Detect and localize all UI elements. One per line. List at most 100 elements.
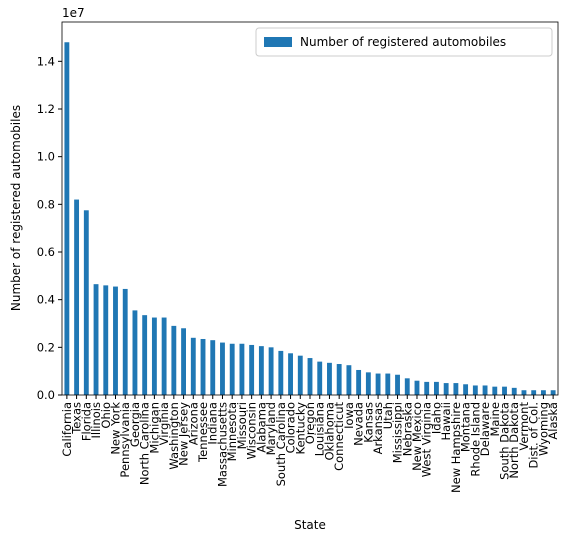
bar xyxy=(443,383,449,395)
x-tick-label: Arkansas xyxy=(371,402,385,454)
bar xyxy=(161,317,167,395)
axes-frame xyxy=(61,21,559,396)
x-tick-label: South Dakota xyxy=(498,402,512,480)
x-tick-label: Virginia xyxy=(157,402,171,445)
bar xyxy=(356,369,362,395)
bar xyxy=(210,340,216,395)
bar xyxy=(365,372,371,395)
bar xyxy=(472,385,478,395)
bar xyxy=(181,328,186,395)
x-tick-label: Texas xyxy=(70,402,84,435)
bar xyxy=(113,286,118,395)
bar xyxy=(550,390,556,395)
x-axis-label: State xyxy=(294,518,326,532)
bar xyxy=(122,288,128,395)
bar xyxy=(297,355,303,395)
x-tick-label: Utah xyxy=(381,402,395,429)
x-tick-label: North Dakota xyxy=(507,402,521,479)
x-tick-label: Ohio xyxy=(99,402,113,429)
y-tick-label: 1.0 xyxy=(37,150,55,164)
bar xyxy=(229,343,235,395)
x-tick-label: Alabama xyxy=(254,402,268,453)
bar xyxy=(327,362,332,395)
x-tick-label: California xyxy=(60,402,74,457)
x-tick-label: Mississippi xyxy=(391,402,405,463)
x-tick-label: Hawaii xyxy=(439,402,453,441)
x-tick-label: South Carolina xyxy=(274,402,288,486)
x-tick-label: Washington xyxy=(167,402,181,470)
bar xyxy=(453,383,459,395)
bar xyxy=(132,310,138,395)
x-tick-label: Alaska xyxy=(546,402,560,440)
x-tick-label: Pennsylvania xyxy=(118,402,132,478)
bar xyxy=(531,390,537,395)
bar xyxy=(200,338,206,395)
x-tick-label: North Carolina xyxy=(138,402,152,485)
x-tick-label: Minnesota xyxy=(225,402,239,461)
bar xyxy=(385,373,391,395)
legend-label: Number of registered automobiles xyxy=(300,35,506,49)
x-tick-label: Illinois xyxy=(89,402,103,439)
x-tick-label: Rhode Island xyxy=(468,402,482,477)
bar xyxy=(521,390,527,395)
bar xyxy=(288,353,293,395)
y-tick-label: 1.2 xyxy=(37,102,55,116)
bar xyxy=(239,343,245,395)
legend-swatch xyxy=(264,37,292,47)
x-tick-label: Wyoming xyxy=(536,402,550,456)
x-tick-label: Oklahoma xyxy=(322,402,336,461)
x-tick-label: Kansas xyxy=(361,402,375,443)
x-tick-label: Connecticut xyxy=(332,402,346,471)
x-tick-label: Maryland xyxy=(264,402,278,455)
bar xyxy=(190,337,196,395)
bar xyxy=(346,365,352,395)
bar xyxy=(434,381,439,395)
bar xyxy=(64,42,70,395)
bar xyxy=(502,386,507,395)
x-tick-label: Massachusetts xyxy=(215,402,229,487)
bar xyxy=(93,284,99,395)
bar xyxy=(463,384,469,395)
x-tick-label: Oregon xyxy=(303,402,317,444)
bar xyxy=(336,364,342,395)
y-tick-label: 0.6 xyxy=(37,245,55,259)
x-tick-label: Maine xyxy=(488,402,502,437)
y-axis-label: Number of registered automobiles xyxy=(9,105,23,311)
bar xyxy=(268,347,274,395)
bar xyxy=(278,350,284,395)
x-tick-label: Florida xyxy=(79,402,93,441)
y-offset-label: 1e7 xyxy=(62,6,85,20)
bar xyxy=(317,361,323,395)
bar xyxy=(83,210,89,395)
y-tick-label: 0.0 xyxy=(37,388,55,402)
x-tick-label: Louisiana xyxy=(313,402,327,456)
bar xyxy=(424,381,430,395)
bar xyxy=(142,315,148,395)
x-tick-label: New York xyxy=(108,402,122,455)
y-tick-label: 0.8 xyxy=(37,197,55,211)
x-tick-label: Dist. of Col. xyxy=(527,402,541,469)
x-tick-label: Vermont xyxy=(517,402,531,451)
x-tick-label: Indiana xyxy=(206,402,220,445)
x-tick-label: Idaho xyxy=(429,402,443,434)
x-tick-label: Kentucky xyxy=(293,402,307,455)
x-tick-label: Georgia xyxy=(128,402,142,447)
x-tick-label: Montana xyxy=(459,402,473,452)
y-tick-label: 0.2 xyxy=(37,340,55,354)
bar xyxy=(258,346,264,395)
x-tick-label: Michigan xyxy=(147,402,161,454)
x-tick-label: Wisconsin xyxy=(245,402,259,459)
bar xyxy=(375,373,381,395)
x-tick-label: New Jersey xyxy=(177,402,191,466)
bar xyxy=(511,387,517,395)
bar xyxy=(414,380,420,395)
x-tick-label: West Virginia xyxy=(420,402,434,477)
y-tick-label: 0.4 xyxy=(37,293,55,307)
bar xyxy=(171,325,177,395)
x-tick-label: New Hampshire xyxy=(449,402,463,493)
bar xyxy=(249,344,255,395)
bar xyxy=(540,390,546,395)
x-tick-label: Missouri xyxy=(235,402,249,449)
bar xyxy=(151,317,157,395)
